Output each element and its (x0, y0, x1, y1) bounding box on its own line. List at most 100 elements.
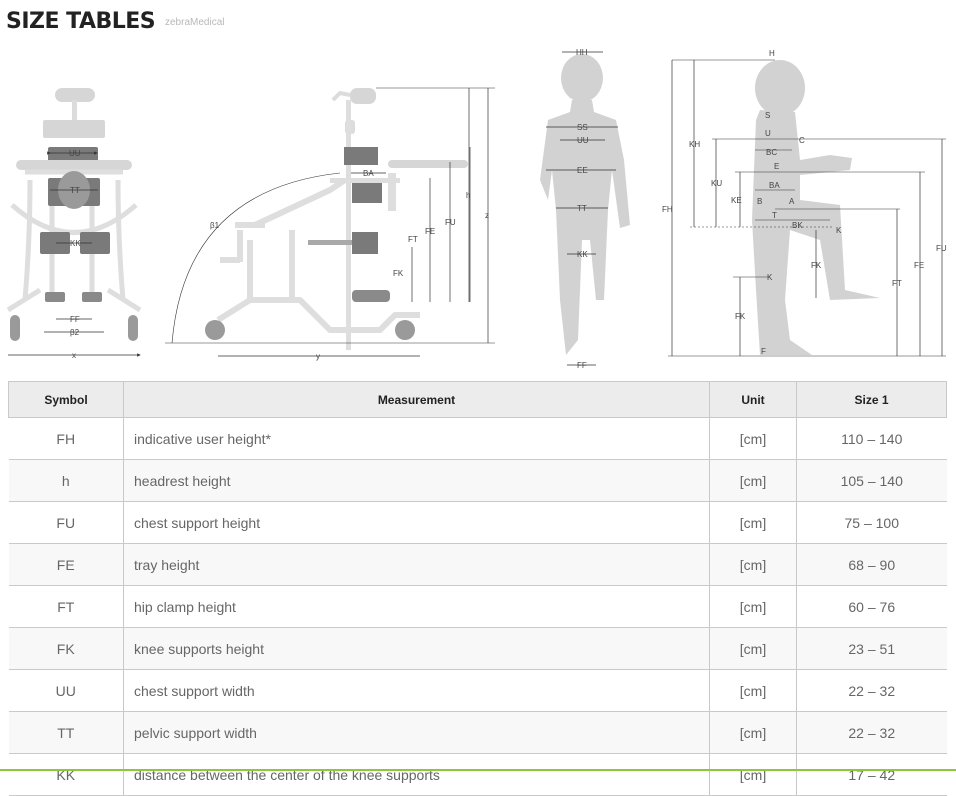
unit-cell: [cm] (709, 627, 797, 670)
size-cell: 110 – 140 (796, 417, 947, 460)
label-KK: KK (577, 250, 588, 259)
header-symbol: Symbol (8, 381, 124, 418)
size-cell: 23 – 51 (796, 627, 947, 670)
label-F: F (761, 347, 766, 356)
header-measurement: Measurement (123, 381, 710, 418)
label-FH: FH (662, 205, 673, 214)
label-beta2: β2 (70, 328, 80, 337)
label-UU: UU (69, 149, 81, 158)
measurement-cell: knee supports height (123, 627, 710, 670)
page-title: SIZE TABLES (6, 9, 156, 34)
label-y: y (316, 352, 320, 361)
label-FK-upper: FK (811, 261, 822, 270)
table-row: TT pelvic support width [cm] 22 – 32 (8, 711, 947, 754)
measurement-cell: indicative user height* (123, 417, 710, 460)
logo: zebraMedical (165, 17, 225, 28)
size-cell: 17 – 42 (796, 753, 947, 796)
table-row: FT hip clamp height [cm] 60 – 76 (8, 585, 947, 628)
side-child-silhouette: H KH FH S U C BC KU E KE BA B A T BK K F… (662, 49, 947, 357)
label-TT: TT (70, 186, 80, 195)
table-row: KK distance between the center of the kne… (8, 753, 947, 796)
size-cell: 75 – 100 (796, 501, 947, 544)
measurement-cell: chest support height (123, 501, 710, 544)
label-K-upper: K (836, 226, 842, 235)
unit-cell: [cm] (709, 711, 797, 754)
size-cell: 22 – 32 (796, 711, 947, 754)
label-FU: FU (445, 218, 456, 227)
label-KK: KK (70, 239, 81, 248)
label-BK: BK (792, 221, 803, 230)
label-FE: FE (914, 261, 924, 270)
label-FU: FU (936, 244, 947, 253)
label-U: U (765, 129, 771, 138)
label-B: B (757, 197, 762, 206)
table-row: h headrest height [cm] 105 – 140 (8, 459, 947, 502)
label-T: T (772, 211, 777, 220)
label-HH: HH (576, 48, 588, 57)
symbol-cell: FK (8, 627, 124, 670)
table-row: FE tray height [cm] 68 – 90 (8, 543, 947, 586)
label-FF: FF (70, 315, 80, 324)
symbol-cell: FE (8, 543, 124, 586)
side-chair-diagram: BA β1 h z FU FE FT FK y (165, 87, 495, 361)
symbol-cell: TT (8, 711, 124, 754)
front-chair-diagram: UU TT KK FF β2 x (6, 88, 142, 360)
label-FT: FT (408, 235, 418, 244)
label-z: z (485, 211, 489, 220)
label-A: A (789, 197, 795, 206)
measurement-cell: pelvic support width (123, 711, 710, 754)
label-KU: KU (711, 179, 722, 188)
table-row: FU chest support height [cm] 75 – 100 (8, 501, 947, 544)
label-S: S (765, 111, 770, 120)
symbol-cell: FU (8, 501, 124, 544)
label-H: H (769, 49, 775, 58)
unit-cell: [cm] (709, 669, 797, 712)
unit-cell: [cm] (709, 501, 797, 544)
size-cell: 60 – 76 (796, 585, 947, 628)
unit-cell: [cm] (709, 459, 797, 502)
size-table: Symbol Measurement Unit Size 1 FH indicat… (8, 381, 947, 796)
size-cell: 105 – 140 (796, 459, 947, 502)
label-KE: KE (731, 196, 742, 205)
footer-accent-line (0, 769, 956, 771)
label-E: E (774, 162, 779, 171)
header-size-1: Size 1 (796, 381, 947, 418)
label-TT: TT (577, 204, 587, 213)
unit-cell: [cm] (709, 753, 797, 796)
label-KH: KH (689, 140, 700, 149)
symbol-cell: FT (8, 585, 124, 628)
label-C: C (799, 136, 805, 145)
label-BA: BA (769, 181, 780, 190)
label-FT: FT (892, 279, 902, 288)
label-FK-lower: FK (735, 312, 746, 321)
unit-cell: [cm] (709, 543, 797, 586)
symbol-cell: UU (8, 669, 124, 712)
label-EE: EE (577, 166, 588, 175)
measurement-cell: headrest height (123, 459, 710, 502)
table-header-row: Symbol Measurement Unit Size 1 (8, 381, 947, 418)
label-FE: FE (425, 227, 435, 236)
table-row: UU chest support width [cm] 22 – 32 (8, 669, 947, 712)
label-FK: FK (393, 269, 404, 278)
label-SS: SS (577, 123, 588, 132)
label-beta1: β1 (210, 221, 220, 230)
label-h: h (466, 191, 470, 200)
label-K-lower: K (767, 273, 773, 282)
label-UU: UU (577, 136, 589, 145)
size-cell: 22 – 32 (796, 669, 947, 712)
symbol-cell: KK (8, 753, 124, 796)
symbol-cell: FH (8, 417, 124, 460)
label-BC: BC (766, 148, 777, 157)
size-cell: 68 – 90 (796, 543, 947, 586)
label-FF: FF (577, 361, 587, 370)
measurement-cell: hip clamp height (123, 585, 710, 628)
measurement-cell: distance between the center of the knee … (123, 753, 710, 796)
front-child-silhouette: HH SS UU EE TT KK FF (540, 48, 630, 370)
unit-cell: [cm] (709, 417, 797, 460)
unit-cell: [cm] (709, 585, 797, 628)
label-BA: BA (363, 169, 374, 178)
header-unit: Unit (709, 381, 797, 418)
measurement-cell: chest support width (123, 669, 710, 712)
table-row: FH indicative user height* [cm] 110 – 140 (8, 417, 947, 460)
table-row: FK knee supports height [cm] 23 – 51 (8, 627, 947, 670)
